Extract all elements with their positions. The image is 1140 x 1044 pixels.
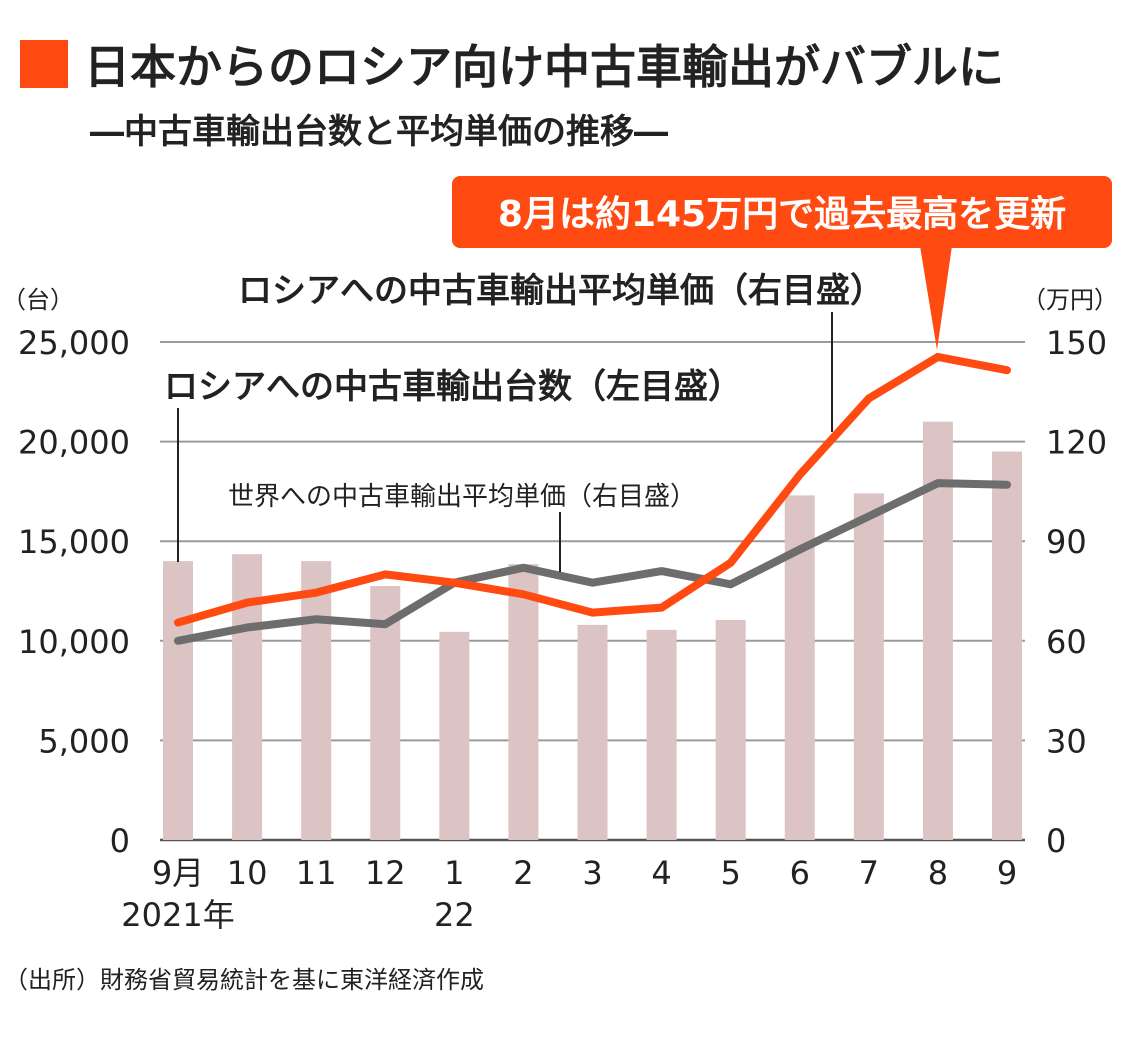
label-russia-count: ロシアへの中古車輸出台数（左目盛） — [164, 367, 742, 407]
source-note: （出所）財務省貿易統計を基に東洋経済作成 — [4, 966, 484, 994]
x-tick-label: 12 — [365, 854, 406, 892]
x-tick-label: 1 — [444, 854, 464, 892]
right-axis-unit: （万円） — [1022, 286, 1118, 314]
bar-2 — [508, 564, 538, 840]
right-tick-label: 120 — [1046, 424, 1107, 462]
bar-9 — [992, 452, 1022, 840]
bar-3 — [578, 625, 608, 840]
x-tick-label: 4 — [651, 854, 671, 892]
label-world-price: 世界への中古車輸出平均単価（右目盛） — [228, 482, 696, 512]
x-tick-label: 10 — [227, 854, 268, 892]
bar-5 — [716, 620, 746, 840]
title-marker — [20, 40, 68, 88]
bar-7 — [854, 493, 884, 840]
right-tick-label: 90 — [1046, 523, 1087, 561]
bar-11 — [301, 561, 331, 840]
right-tick-label: 150 — [1046, 324, 1107, 362]
x-tick-label: 9 — [997, 854, 1017, 892]
bar-1 — [439, 632, 469, 840]
left-tick-label: 20,000 — [18, 424, 130, 462]
x-year-label: 2021年 — [121, 896, 234, 934]
right-tick-label: 60 — [1046, 623, 1087, 661]
left-tick-label: 0 — [110, 822, 130, 860]
left-tick-label: 15,000 — [18, 523, 130, 561]
x-tick-label: 11 — [296, 854, 337, 892]
right-tick-label: 0 — [1046, 822, 1066, 860]
x-tick-label: 7 — [859, 854, 879, 892]
left-axis-unit: （台） — [2, 286, 74, 314]
x-tick-label: 3 — [582, 854, 602, 892]
x-tick-label: 2 — [513, 854, 533, 892]
callout-text: 8月は約145万円で過去最高を更新 — [498, 194, 1066, 235]
left-tick-label: 25,000 — [18, 324, 130, 362]
chart-subtitle: ―中古車輸出台数と平均単価の推移― — [90, 112, 668, 152]
x-tick-label: 9月 — [152, 854, 204, 892]
bar-4 — [647, 630, 677, 840]
callout: 8月は約145万円で過去最高を更新 — [452, 176, 1112, 350]
x-tick-label: 8 — [928, 854, 948, 892]
x-year-label: 22 — [434, 896, 475, 934]
label-russia-price: ロシアへの中古車輸出平均単価（右目盛） — [238, 271, 884, 311]
x-tick-label: 5 — [720, 854, 740, 892]
bar-9月 — [163, 561, 193, 840]
right-tick-label: 30 — [1046, 722, 1087, 760]
x-tick-label: 6 — [790, 854, 810, 892]
left-tick-label: 10,000 — [18, 623, 130, 661]
chart-title: 日本からのロシア向け中古車輸出がバブルに — [84, 40, 1004, 94]
left-tick-label: 5,000 — [38, 722, 130, 760]
bar-10 — [232, 554, 262, 840]
